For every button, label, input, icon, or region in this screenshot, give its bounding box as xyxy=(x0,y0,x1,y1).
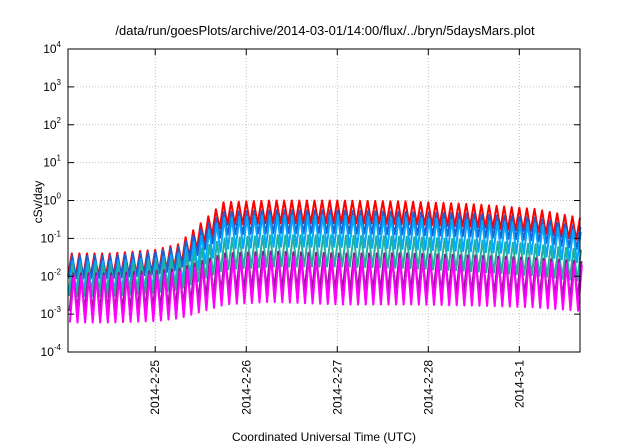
x-tick-label: 2014-2-28 xyxy=(421,360,435,415)
x-axis-label: Coordinated Universal Time (UTC) xyxy=(232,430,416,444)
y-tick-label: 10-4 xyxy=(41,343,62,359)
series-line-4 xyxy=(68,234,583,298)
y-ticks: 10-4 10-3 10-2 10-1 100 101 102 103 104 xyxy=(41,40,580,359)
y-tick-label: 101 xyxy=(43,154,61,170)
x-tick-label: 2014-2-26 xyxy=(239,360,253,415)
series-group xyxy=(67,199,583,324)
y-axis-label: cSv/day xyxy=(31,181,45,224)
y-tick-label: 102 xyxy=(43,116,61,132)
y-tick-label: 10-3 xyxy=(41,305,62,321)
y-tick-label: 10-2 xyxy=(41,267,62,283)
x-tick-label: 2014-3-1 xyxy=(512,360,526,408)
x-tick-label: 2014-2-25 xyxy=(148,360,162,415)
y-tick-label: 104 xyxy=(43,40,61,56)
x-tick-label: 2014-2-27 xyxy=(330,360,344,415)
y-tick-label: 103 xyxy=(43,78,61,94)
y-tick-label: 10-1 xyxy=(41,229,62,245)
series-line-6 xyxy=(68,254,583,324)
y-tick-label: 100 xyxy=(43,192,61,208)
chart-title: /data/run/goesPlots/archive/2014-03-01/1… xyxy=(115,23,535,38)
x-ticks: 2014-2-25 2014-2-26 2014-2-27 2014-2-28 2014… xyxy=(148,49,526,415)
